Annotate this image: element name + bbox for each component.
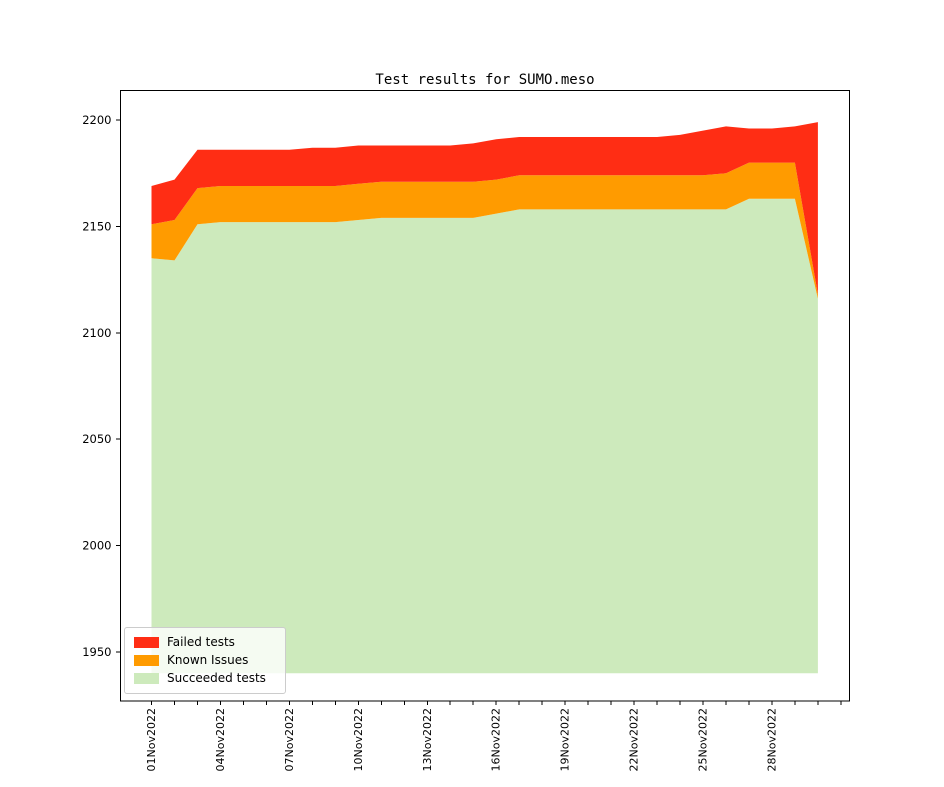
x-tick-label: 13Nov2022 (421, 708, 434, 771)
legend-item-failed-tests: Failed tests (134, 633, 276, 651)
x-tick-label: 19Nov2022 (559, 708, 572, 771)
succeeded-tests-swatch-icon (134, 672, 159, 684)
x-tick-label: 28Nov2022 (765, 708, 778, 771)
legend: Failed tests Known Issues Succeeded test… (124, 627, 286, 694)
y-tick-label: 2100 (82, 326, 111, 340)
chart-title: Test results for SUMO.meso (375, 72, 595, 88)
y-tick-label: 2200 (82, 113, 111, 127)
legend-item-succeeded-tests: Succeeded tests (134, 669, 276, 687)
legend-label: Known Issues (167, 653, 249, 667)
area-succeeded-tests (151, 198, 818, 674)
x-tick-label: 10Nov2022 (352, 708, 365, 771)
area-failed-tests (151, 122, 818, 295)
legend-item-known-issues: Known Issues (134, 651, 276, 669)
failed-tests-swatch-icon (134, 636, 159, 648)
x-tick-label: 04Nov2022 (214, 708, 227, 771)
x-tick-label: 07Nov2022 (283, 708, 296, 771)
x-tick-label: 01Nov2022 (145, 708, 158, 771)
y-tick-label: 2000 (82, 539, 111, 553)
area-known-issues (151, 162, 818, 299)
legend-label: Succeeded tests (167, 671, 266, 685)
x-tick-label: 25Nov2022 (697, 708, 710, 771)
legend-label: Failed tests (167, 635, 235, 649)
y-tick-label: 2050 (82, 432, 111, 446)
plot-border (120, 90, 850, 702)
y-tick-label: 1950 (82, 645, 111, 659)
known-issues-swatch-icon (134, 654, 159, 666)
x-tick-label: 16Nov2022 (490, 708, 503, 771)
x-tick-label: 22Nov2022 (628, 708, 641, 771)
y-tick-label: 2150 (82, 219, 111, 233)
